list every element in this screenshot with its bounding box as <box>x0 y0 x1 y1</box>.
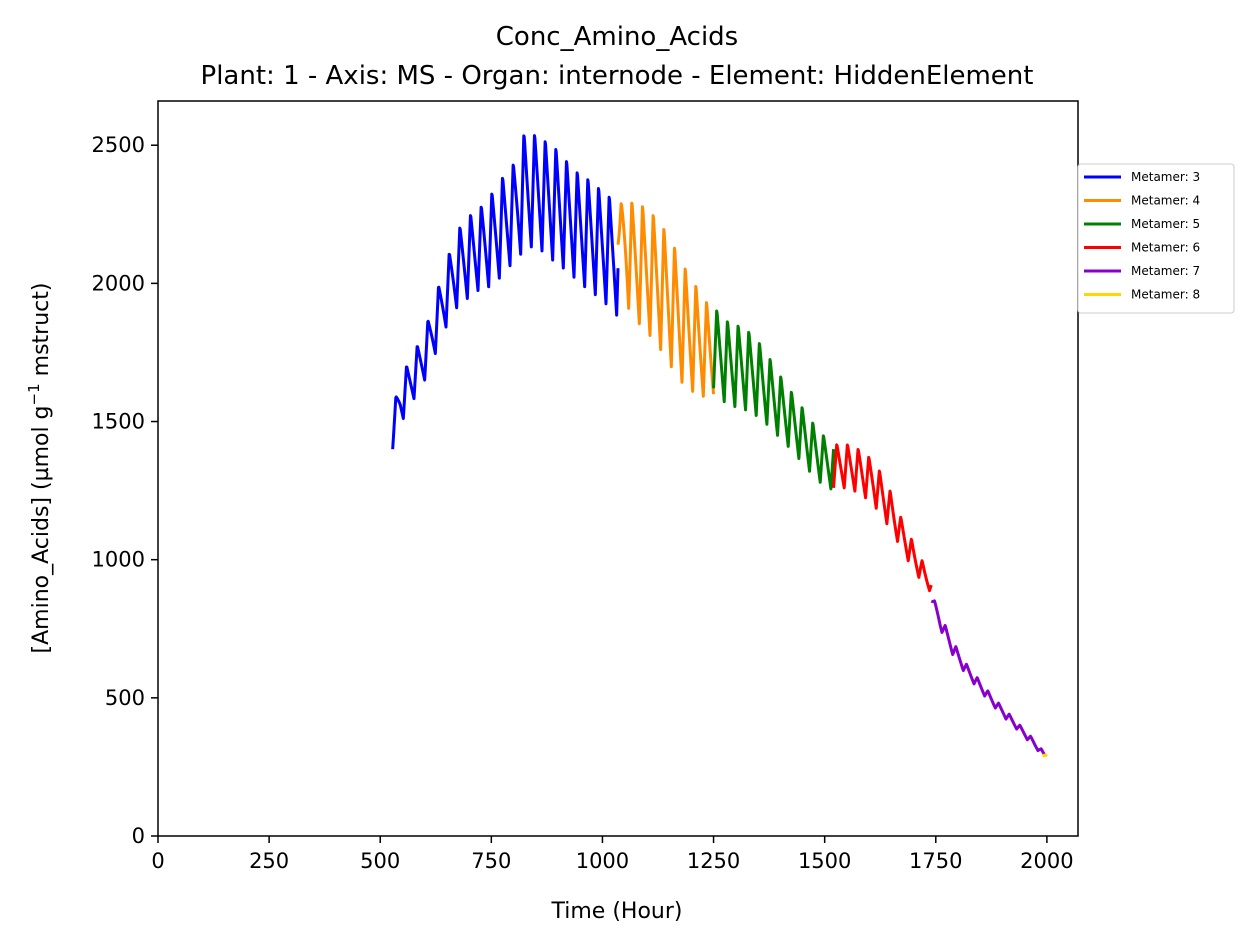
legend-label: Metamer: 3 <box>1131 170 1200 184</box>
series-line-4 <box>616 201 716 398</box>
series-line-3 <box>391 134 620 450</box>
x-tick-label: 500 <box>360 849 400 873</box>
y-tick-label: 2000 <box>92 271 145 295</box>
x-axis-label: Time (Hour) <box>551 899 683 924</box>
x-tick-label: 1750 <box>909 849 962 873</box>
x-tick-label: 250 <box>249 849 289 873</box>
series-line-8 <box>1041 753 1048 758</box>
y-axis-label-sup: −1 <box>25 383 43 405</box>
y-tick-label: 0 <box>132 824 145 848</box>
x-tick-label: 1500 <box>798 849 851 873</box>
x-tick-label: 1250 <box>687 849 740 873</box>
legend-label: Metamer: 8 <box>1131 288 1200 302</box>
plot-frame <box>157 100 1079 837</box>
legend-label: Metamer: 5 <box>1131 217 1200 231</box>
x-tick-label: 750 <box>471 849 511 873</box>
y-axis-label: [Amino_Acids] (µmol g−1 mstruct) <box>25 283 54 654</box>
y-axis-label-prefix: [Amino_Acids] (µmol g <box>29 405 54 653</box>
x-tick-label: 2000 <box>1020 849 1073 873</box>
legend: Metamer: 3 Metamer: 4 Metamer: 5 Metamer: 6… <box>1077 163 1235 314</box>
y-tick-label: 1000 <box>92 548 145 572</box>
legend-label: Metamer: 7 <box>1131 264 1200 278</box>
axes: 0 250 500 750 1000 1250 1500 1750 2000 0 500 1000 15… <box>92 100 1079 873</box>
legend-label: Metamer: 6 <box>1131 241 1200 255</box>
series-line-6 <box>832 443 933 593</box>
x-tick-label: 0 <box>151 849 164 873</box>
y-tick-label: 500 <box>105 686 145 710</box>
x-tick-label: 1000 <box>576 849 629 873</box>
series-line-5 <box>712 309 836 491</box>
series-line-7 <box>930 599 1046 756</box>
y-tick-label: 2500 <box>92 133 145 157</box>
chart-title: Conc_Amino_Acids <box>496 22 738 52</box>
y-tick-label: 1500 <box>92 410 145 434</box>
y-axis-label-suffix: mstruct) <box>29 283 54 384</box>
legend-label: Metamer: 4 <box>1131 194 1200 208</box>
plot-area <box>391 134 1048 758</box>
chart-subtitle: Plant: 1 - Axis: MS - Organ: internode -… <box>201 61 1034 91</box>
